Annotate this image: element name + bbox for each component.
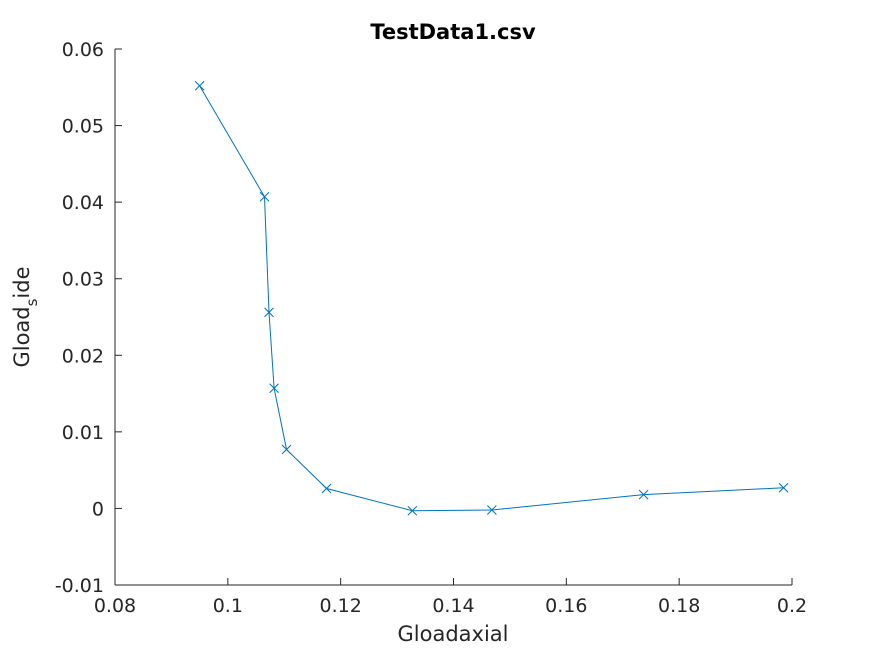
x-tick-label: 0.18 [658, 595, 700, 617]
data-point-marker [269, 383, 279, 394]
y-ticks: -0.01 0 0.01 0.02 0.03 0.04 0.05 0.06 [55, 39, 122, 597]
y-tick-label: 0.02 [62, 345, 104, 367]
plot-area [194, 80, 789, 516]
data-point-marker [321, 483, 332, 494]
data-point-marker [194, 80, 205, 91]
y-tick-label: 0.01 [62, 422, 104, 444]
x-ticks: 0.08 0.1 0.12 0.14 0.16 0.18 0.2 [94, 578, 807, 617]
y-tick-label: 0.06 [62, 39, 104, 61]
data-point-marker [407, 505, 418, 516]
y-tick-label: 0.03 [62, 269, 104, 291]
data-point-marker [264, 307, 274, 318]
y-tick-label: 0 [92, 498, 104, 520]
data-point-marker [778, 482, 789, 493]
y-axis-label-subscript: s [23, 298, 41, 306]
x-tick-label: 0.08 [94, 595, 136, 617]
y-tick-label: -0.01 [55, 575, 104, 597]
y-tick-label: 0.04 [62, 192, 104, 214]
axes: 0.08 0.1 0.12 0.14 0.16 0.18 0.2 -0.01 0 0.01 0.0… [55, 39, 807, 617]
x-tick-label: 0.14 [432, 595, 474, 617]
x-axis-label: Gloadaxial [398, 622, 509, 646]
y-axis-label-main: Gload [10, 306, 34, 367]
y-axis-label-rest: ide [10, 266, 34, 298]
x-tick-label: 0.2 [777, 595, 807, 617]
data-point-marker [281, 444, 292, 455]
chart-title: TestData1.csv [370, 20, 536, 44]
data-point-marker [638, 489, 649, 500]
series-line [199, 85, 784, 512]
x-tick-label: 0.1 [213, 595, 243, 617]
x-tick-label: 0.12 [320, 595, 362, 617]
data-point-marker [259, 191, 270, 202]
y-tick-label: 0.05 [62, 116, 104, 138]
y-axis-label: Gloadside [10, 266, 41, 367]
x-tick-label: 0.16 [545, 595, 587, 617]
data-point-marker [487, 505, 497, 515]
